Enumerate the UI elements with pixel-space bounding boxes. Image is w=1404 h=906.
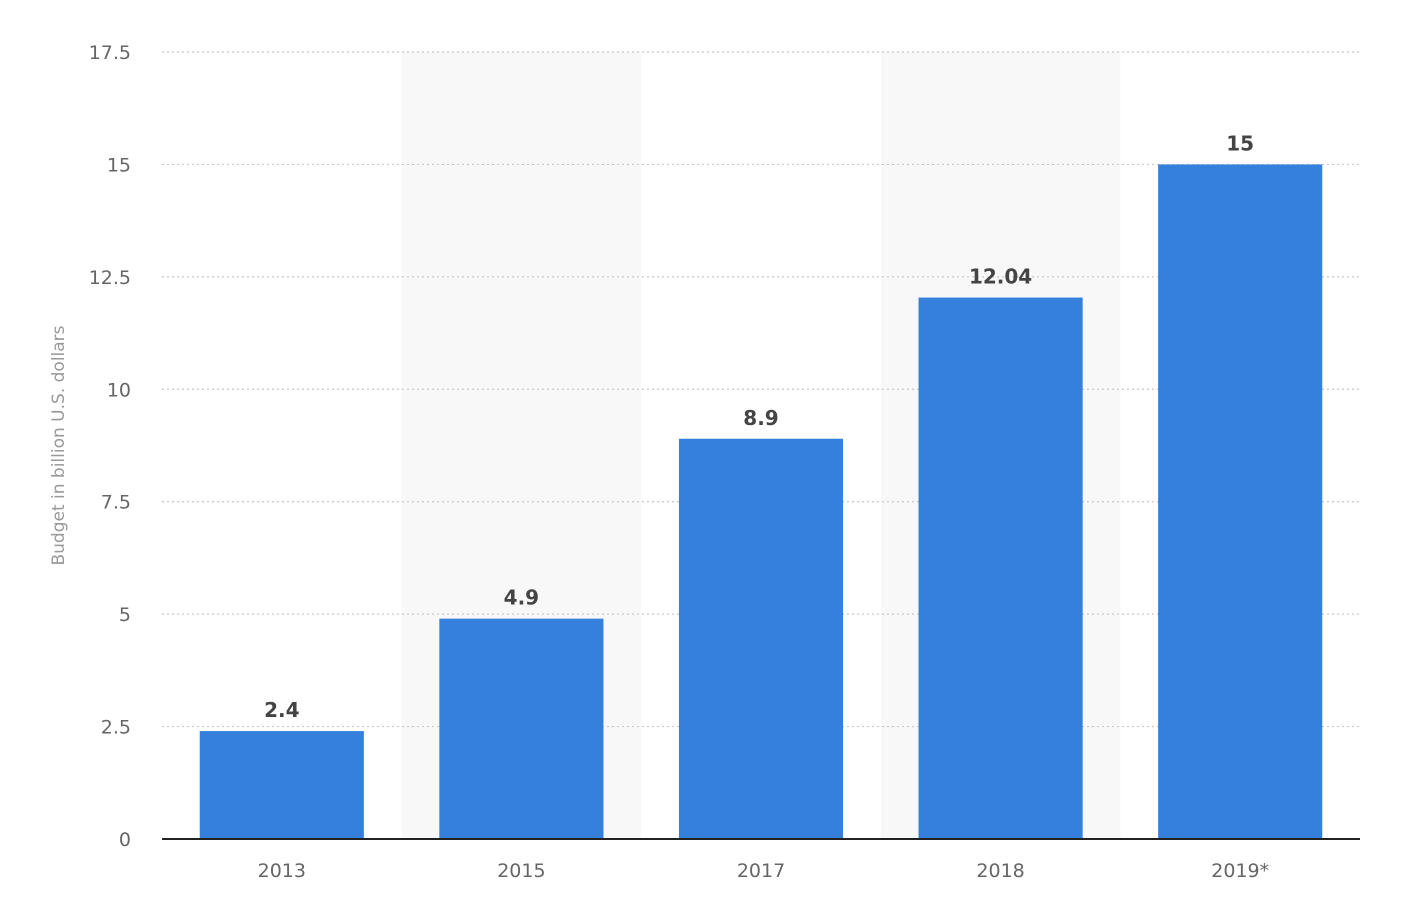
data-label-2013: 2.4	[264, 698, 299, 722]
data-label-2018: 12.04	[969, 265, 1032, 289]
y-tick-label: 0	[119, 829, 131, 851]
y-tick-label: 7.5	[101, 492, 131, 514]
data-label-2017: 8.9	[743, 406, 778, 430]
y-tick-label: 5	[119, 604, 131, 626]
x-tick-label: 2018	[976, 860, 1024, 882]
x-tick-label: 2017	[737, 860, 785, 882]
data-label-2019*: 15	[1226, 131, 1254, 155]
y-axis-title: Budget in billion U.S. dollars	[49, 325, 69, 565]
bar-2013[interactable]	[199, 731, 364, 839]
y-tick-label: 15	[107, 154, 131, 176]
bar-2018[interactable]	[918, 297, 1083, 839]
x-tick-label: 2015	[497, 860, 545, 882]
bar-2019*[interactable]	[1158, 164, 1323, 839]
data-label-2015: 4.9	[504, 586, 539, 610]
data-labels: 2.4 4.9 8.9 12.04 15	[264, 131, 1254, 722]
bar-2017[interactable]	[678, 438, 844, 839]
y-tick-label: 12.5	[89, 267, 131, 289]
bars	[199, 164, 1323, 839]
x-tick-label: 2013	[258, 860, 306, 882]
y-tick-label: 2.5	[101, 717, 131, 739]
x-tick-label: 2019*	[1211, 860, 1269, 882]
y-tick-label: 17.5	[89, 42, 131, 64]
x-axis-ticks: 2013 2015 2017 2018 2019*	[258, 860, 1270, 882]
y-axis-ticks: 0 2.5 5 7.5 10 12.5 15 17.5	[89, 42, 131, 851]
bar-2015[interactable]	[439, 618, 604, 839]
y-tick-label: 10	[107, 379, 131, 401]
